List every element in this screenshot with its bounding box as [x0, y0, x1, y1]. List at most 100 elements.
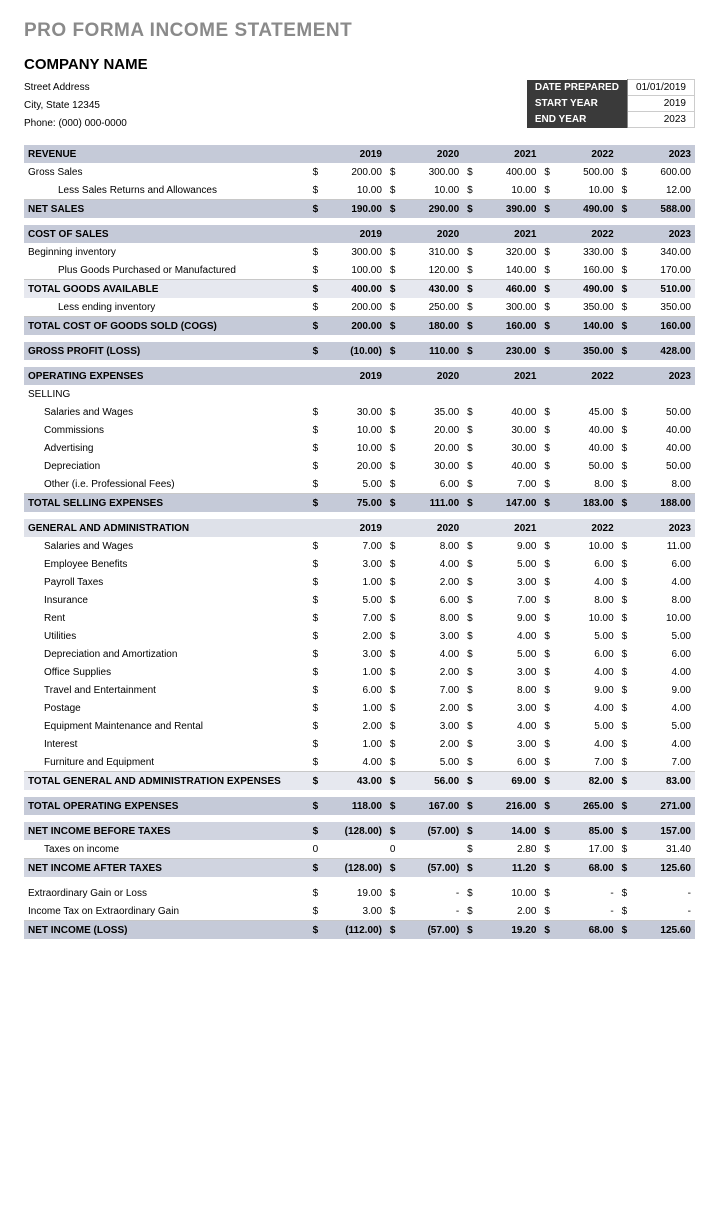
row-label: Interest: [24, 735, 309, 753]
row-label: Utilities: [24, 627, 309, 645]
currency-symbol: $: [386, 645, 400, 663]
row-label: Insurance: [24, 591, 309, 609]
currency-symbol: $: [618, 457, 632, 475]
value-cell: 10.00: [632, 609, 695, 627]
value-cell: 3.00: [477, 699, 540, 717]
currency-symbol: $: [463, 645, 477, 663]
currency-symbol: $: [463, 537, 477, 555]
currency-symbol: $: [386, 537, 400, 555]
currency-symbol: $: [386, 859, 400, 878]
value-cell: 500.00: [555, 163, 618, 181]
row-label: Employee Benefits: [24, 555, 309, 573]
value-cell: 40.00: [555, 421, 618, 439]
value-cell: 45.00: [555, 403, 618, 421]
value-cell: 17.00: [555, 840, 618, 859]
currency-symbol: $: [309, 591, 323, 609]
currency-symbol: $: [309, 457, 323, 475]
row-label: Income Tax on Extraordinary Gain: [24, 902, 309, 921]
total-label: NET SALES: [24, 200, 309, 219]
value-cell: 160.00: [555, 261, 618, 280]
value-cell: 5.00: [477, 645, 540, 663]
currency-symbol: $: [618, 717, 632, 735]
value-cell: 40.00: [477, 403, 540, 421]
value-cell: 188.00: [632, 494, 695, 513]
value-cell: (112.00): [323, 921, 386, 940]
currency-symbol: $: [463, 163, 477, 181]
currency-symbol: $: [309, 681, 323, 699]
year-header: 2021: [477, 519, 540, 537]
value-cell: 350.00: [632, 298, 695, 317]
value-cell: 30.00: [400, 457, 463, 475]
section-header: GENERAL AND ADMINISTRATION: [24, 519, 309, 537]
value-cell: 50.00: [632, 403, 695, 421]
currency-symbol: $: [463, 439, 477, 457]
currency-symbol: $: [309, 342, 323, 360]
currency-symbol: $: [309, 822, 323, 840]
year-header: 2023: [632, 367, 695, 385]
value-cell: 30.00: [323, 403, 386, 421]
value-cell: 200.00: [323, 298, 386, 317]
currency-symbol: $: [540, 457, 554, 475]
year-header: 2022: [555, 145, 618, 163]
currency-symbol: $: [463, 753, 477, 772]
currency-symbol: $: [618, 475, 632, 494]
currency-symbol: $: [540, 627, 554, 645]
currency-symbol: $: [463, 663, 477, 681]
row-label: Office Supplies: [24, 663, 309, 681]
value-cell: 3.00: [323, 902, 386, 921]
income-statement-table: REVENUE20192020202120222023Gross Sales$2…: [24, 145, 695, 939]
value-cell: 6.00: [400, 591, 463, 609]
value-cell: 83.00: [632, 772, 695, 791]
value-cell: 1.00: [323, 699, 386, 717]
currency-symbol: $: [618, 772, 632, 791]
value-cell: 6.00: [323, 681, 386, 699]
currency-symbol: $: [309, 298, 323, 317]
value-cell: 350.00: [555, 342, 618, 360]
currency-symbol: $: [540, 475, 554, 494]
value-cell: 320.00: [477, 243, 540, 261]
value-cell: 3.00: [400, 717, 463, 735]
currency-symbol: $: [463, 457, 477, 475]
currency-symbol: $: [309, 317, 323, 336]
value-cell: 3.00: [477, 735, 540, 753]
currency-symbol: $: [309, 645, 323, 663]
meta-table: DATE PREPARED 01/01/2019 START YEAR 2019…: [527, 79, 695, 128]
value-cell: 3.00: [400, 627, 463, 645]
value-cell: 350.00: [555, 298, 618, 317]
value-cell: 7.00: [632, 753, 695, 772]
value-cell: 5.00: [632, 717, 695, 735]
value-cell: 4.00: [400, 645, 463, 663]
currency-symbol: $: [463, 280, 477, 299]
value-cell: 428.00: [632, 342, 695, 360]
row-label: Furniture and Equipment: [24, 753, 309, 772]
currency-symbol: $: [386, 772, 400, 791]
year-header: 2019: [323, 519, 386, 537]
value-cell: 300.00: [477, 298, 540, 317]
year-header: 2021: [477, 145, 540, 163]
value-cell: 120.00: [400, 261, 463, 280]
value-cell: 330.00: [555, 243, 618, 261]
currency-symbol: $: [463, 717, 477, 735]
header-block: Street Address City, State 12345 Phone: …: [24, 79, 695, 133]
value-cell: 4.00: [632, 735, 695, 753]
currency-symbol: $: [540, 921, 554, 940]
currency-symbol: $: [540, 717, 554, 735]
row-label: Depreciation and Amortization: [24, 645, 309, 663]
value-cell: 10.00: [555, 537, 618, 555]
value-cell: 111.00: [400, 494, 463, 513]
currency-symbol: $: [309, 243, 323, 261]
value-cell: 147.00: [477, 494, 540, 513]
value-cell: 400.00: [323, 280, 386, 299]
value-cell: 490.00: [555, 200, 618, 219]
value-cell: 310.00: [400, 243, 463, 261]
currency-symbol: $: [309, 772, 323, 791]
end-year-label: END YEAR: [527, 112, 628, 128]
value-cell: (128.00): [323, 859, 386, 878]
currency-symbol: $: [618, 317, 632, 336]
currency-symbol: $: [309, 280, 323, 299]
value-cell: 10.00: [323, 421, 386, 439]
currency-symbol: $: [540, 261, 554, 280]
currency-symbol: $: [618, 181, 632, 200]
currency-symbol: $: [463, 317, 477, 336]
currency-symbol: 0: [386, 840, 400, 859]
